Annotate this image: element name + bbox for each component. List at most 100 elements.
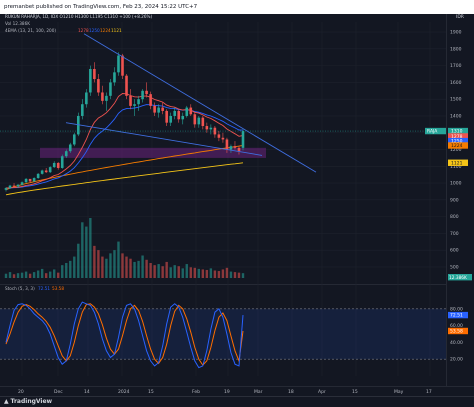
volume-bar [193, 267, 196, 278]
candle-body [28, 178, 32, 182]
candle-body [125, 75, 128, 96]
ema100-badge [448, 142, 468, 149]
candle-body [121, 55, 124, 76]
volume-bar [129, 258, 132, 278]
ema100-badge-text: 1224 [451, 143, 463, 149]
time-tick-label: May [394, 389, 404, 395]
candle-body [97, 79, 100, 93]
candle-body [101, 92, 104, 101]
candle-body [113, 72, 116, 83]
stoch-k-badge [448, 311, 468, 319]
stoch-k-badge-text: 72.51 [450, 313, 463, 319]
volume-bar [57, 272, 60, 278]
candle-body [177, 110, 181, 120]
upper-trendline [83, 33, 317, 173]
candle-body [173, 110, 177, 116]
ema200-legend-value: 1121 [111, 28, 122, 33]
candle-body [141, 90, 144, 100]
volume-bar [229, 271, 233, 278]
footer-bar: ▲ TradingView [0, 396, 474, 407]
price-chart[interactable]: 1900180017001600150014001300120011001000… [0, 14, 474, 397]
ema21-badge-text: 1250 [451, 139, 463, 145]
stoch-d-badge [448, 327, 468, 335]
volume-bar [173, 265, 176, 278]
symbol-legend: RUKUN RAHARJA, 1D, IDX O1210 H1300 L1195… [5, 14, 152, 19]
volume-bar [225, 267, 229, 278]
last-price-badge [448, 127, 468, 135]
candle-body [145, 90, 148, 95]
time-tick-label: 18 [288, 389, 294, 395]
candle-body [12, 185, 16, 187]
candle-body [105, 95, 108, 101]
volume-legend: Vol 12.386K [5, 21, 30, 26]
support-zone-group [40, 147, 266, 158]
candle-body [32, 178, 36, 182]
candle-body [193, 114, 197, 125]
volume-bar [237, 272, 241, 278]
candle-body [48, 167, 52, 173]
volume-bar [53, 269, 56, 278]
symbol-badge [425, 127, 446, 135]
volume-bar [213, 270, 217, 278]
candle-body [56, 162, 60, 168]
symbol-badge-text: RAJA [427, 129, 438, 135]
time-tick-label: 2024 [118, 389, 130, 395]
volume-badge [448, 274, 472, 281]
candle-body [157, 107, 160, 113]
candle-body [185, 107, 189, 116]
candle-body [60, 156, 64, 168]
price-tick-label: 1200 [450, 147, 462, 153]
candle-body [52, 162, 56, 168]
volume-bar [141, 255, 144, 278]
ema200-line [5, 162, 244, 196]
volume-bar [4, 273, 8, 278]
stoch-tick-label: 40.00 [450, 340, 463, 346]
volume-bar [169, 267, 172, 278]
candle-body [217, 134, 221, 138]
time-tick-label: Feb [192, 389, 200, 395]
volume-bar [85, 226, 88, 278]
ema200-badge-text: 1121 [451, 160, 463, 166]
chart-legend: RUKUN RAHARJA, 1D, IDX O1210 H1300 L1195… [5, 14, 152, 291]
candle-body [129, 95, 132, 106]
volume-bar [181, 268, 184, 278]
time-tick-label: 15 [352, 389, 358, 395]
stoch-d-badge-text: 53.58 [450, 329, 463, 335]
volume-bar [69, 260, 72, 278]
volume-bar [201, 269, 205, 278]
candle-body [85, 92, 88, 105]
time-tick-label: 15 [148, 389, 154, 395]
ema-legend: 4EMA (13, 21, 100, 200) [5, 28, 56, 33]
price-tick-label: 1400 [450, 113, 462, 119]
candle-body [36, 173, 40, 179]
candle-body [117, 55, 120, 73]
volume-badge-text: 12.386K [449, 275, 467, 281]
candle-body [197, 117, 201, 125]
price-tick-label: 800 [450, 214, 459, 220]
volume-bar [97, 250, 100, 278]
volume-bar [93, 245, 96, 278]
price-tick-label: 700 [450, 231, 459, 237]
time-tick-label: 14 [84, 389, 90, 395]
volume-bar [149, 263, 152, 278]
publisher-text: premanbet published on TradingView.com, … [4, 4, 198, 10]
support-zone [40, 147, 266, 158]
candle-body [181, 115, 185, 120]
candle-body [221, 137, 225, 140]
volume-bar [40, 268, 44, 278]
volume-bar [28, 273, 32, 278]
price-tick-label: 1500 [450, 97, 462, 103]
candle-body [24, 178, 28, 183]
price-tick-label: 500 [450, 264, 459, 270]
candle-body [16, 184, 20, 187]
panel-separator [0, 284, 446, 285]
volume-bar [221, 269, 225, 278]
volume-bar [12, 274, 16, 278]
volume-bar [109, 253, 112, 278]
volume-bar [32, 272, 36, 278]
volume-bar [233, 272, 237, 278]
stoch-tick-label: 60.00 [450, 323, 463, 329]
candle-body [81, 104, 84, 116]
volume-bar [24, 271, 28, 278]
ema200-badge [448, 159, 468, 166]
